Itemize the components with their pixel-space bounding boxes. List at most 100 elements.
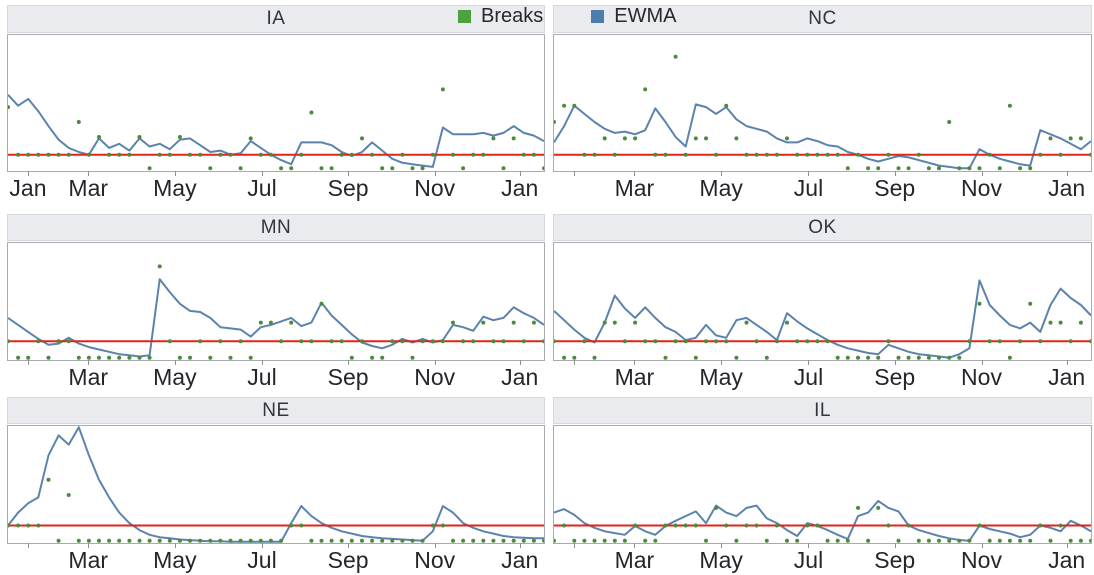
panel-mn: MN Mar May Jul Sep Nov Jan xyxy=(7,214,545,396)
breaks-dot xyxy=(46,477,51,482)
breaks-dot xyxy=(602,136,607,141)
ewma-line-nc xyxy=(554,103,1091,170)
breaks-dot xyxy=(46,355,51,360)
breaks-dot xyxy=(76,355,81,360)
breaks-dot xyxy=(360,136,364,141)
breaks-dot xyxy=(147,166,152,171)
breaks-dot xyxy=(926,355,931,360)
ewma-line-ia xyxy=(8,94,544,168)
breaks-dot xyxy=(258,538,263,543)
breaks-dot xyxy=(370,538,375,543)
breaks-dot xyxy=(400,152,405,157)
x-tick-label: Jan xyxy=(501,547,539,573)
breaks-dot xyxy=(744,523,749,528)
breaks-dot xyxy=(440,339,445,344)
breaks-dot xyxy=(977,523,982,528)
x-tick xyxy=(808,360,810,365)
x-axis-ia: Jan Mar May Jul Sep Nov Jan xyxy=(7,171,545,205)
breaks-dot xyxy=(501,339,506,344)
breaks-dot xyxy=(218,339,223,344)
breaks-dot xyxy=(916,355,921,360)
breaks-dot xyxy=(764,152,769,157)
breaks-dot xyxy=(268,320,273,325)
panel-ok: OK Mar May Jul Sep Nov Jan xyxy=(553,214,1092,396)
breaks-dot xyxy=(471,152,476,157)
breaks-dot xyxy=(856,355,860,360)
x-tick-label: Jan xyxy=(1048,547,1086,573)
breaks-dot xyxy=(177,355,182,360)
breaks-dot xyxy=(8,523,10,528)
breaks-dot xyxy=(157,538,162,543)
breaks-dot xyxy=(309,538,314,543)
breaks-dot xyxy=(856,152,860,157)
breaks-dot xyxy=(420,339,425,344)
x-tick xyxy=(981,171,983,176)
ewma-line-il xyxy=(554,499,1091,542)
breaks-dot xyxy=(714,339,719,344)
breaks-dot xyxy=(198,152,203,157)
x-tick xyxy=(519,360,521,365)
breaks-dot xyxy=(36,339,41,344)
breaks-dot xyxy=(471,538,476,543)
breaks-dot xyxy=(856,505,860,510)
x-tick xyxy=(262,171,263,176)
breaks-dot xyxy=(785,136,789,141)
breaks-dot xyxy=(208,166,213,171)
breaks-dot xyxy=(299,523,304,528)
x-tick xyxy=(894,360,896,365)
breaks-dot xyxy=(997,166,1002,171)
breaks-dot xyxy=(370,355,375,360)
breaks-dot xyxy=(198,339,203,344)
breaks-dot xyxy=(835,355,840,360)
breaks-dot xyxy=(785,538,789,543)
breaks-dot xyxy=(188,152,192,157)
breaks-dot xyxy=(542,339,544,344)
breaks-dot xyxy=(531,538,536,543)
chart-canvas-il xyxy=(554,499,1091,543)
breaks-dot xyxy=(795,538,800,543)
x-tick-label: Nov xyxy=(961,364,1002,390)
breaks-dot xyxy=(451,152,455,157)
x-tick xyxy=(808,543,810,548)
breaks-dot xyxy=(157,264,162,269)
breaks-dot xyxy=(400,538,405,543)
breaks-dot xyxy=(360,538,364,543)
breaks-dot xyxy=(592,152,597,157)
breaks-dot xyxy=(663,152,668,157)
x-tick xyxy=(894,543,896,548)
x-tick-label: Jul xyxy=(247,364,277,390)
breaks-dot xyxy=(127,152,132,157)
breaks-dot xyxy=(26,355,31,360)
breaks-dot xyxy=(430,523,435,528)
panel-title-nc: NC xyxy=(553,5,1092,33)
breaks-dot xyxy=(228,152,233,157)
breaks-dot xyxy=(815,152,820,157)
breaks-dot xyxy=(693,523,698,528)
breaks-dot xyxy=(937,538,941,543)
breaks-dot xyxy=(339,538,344,543)
x-tick xyxy=(348,543,350,548)
chart-canvas-ia xyxy=(8,87,544,171)
plot-area-ia xyxy=(7,34,545,172)
breaks-dot xyxy=(238,538,243,543)
breaks-dot xyxy=(1038,152,1043,157)
x-tick-label: Jul xyxy=(793,547,824,573)
breaks-dot xyxy=(704,339,708,344)
x-tick xyxy=(27,543,29,548)
breaks-dot xyxy=(177,538,182,543)
breaks-dot xyxy=(289,166,294,171)
breaks-dot xyxy=(188,538,192,543)
x-tick xyxy=(262,360,263,365)
breaks-dot xyxy=(957,355,962,360)
breaks-swatch-icon xyxy=(458,9,471,23)
breaks-dot xyxy=(1018,166,1023,171)
breaks-dot xyxy=(491,538,496,543)
breaks-dot xyxy=(461,538,466,543)
breaks-dot xyxy=(1089,339,1091,344)
breaks-dot xyxy=(815,523,820,528)
x-tick-label: Sep xyxy=(874,364,916,390)
breaks-dot xyxy=(127,355,132,360)
breaks-dot xyxy=(1028,301,1033,306)
breaks-dot xyxy=(531,320,536,325)
x-tick-label: May xyxy=(153,175,197,201)
